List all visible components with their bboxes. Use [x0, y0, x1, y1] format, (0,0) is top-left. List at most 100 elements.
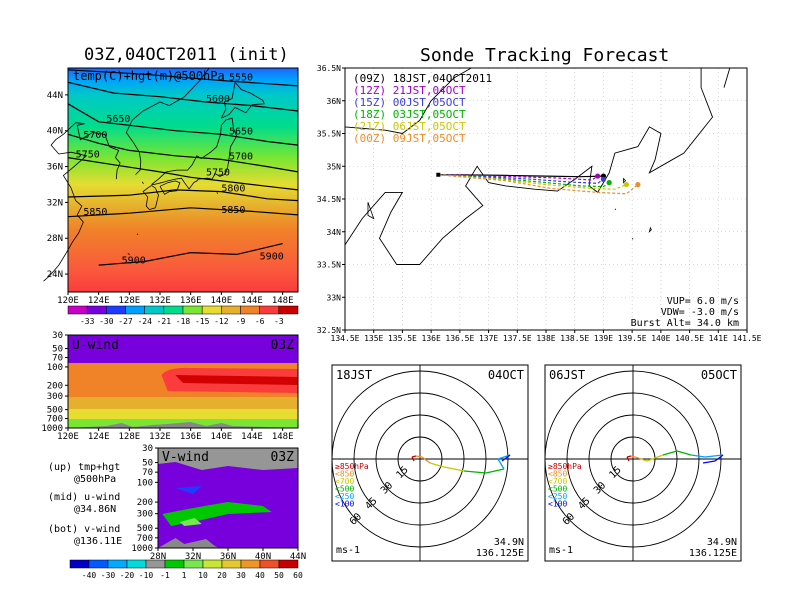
- coastline: [344, 67, 472, 134]
- x-tick-label: 148E: [272, 296, 294, 306]
- hodograph-frame: [544, 364, 742, 562]
- y-tick-label: 35N: [327, 162, 342, 171]
- launch-site: [436, 172, 441, 177]
- contour-label: 5750: [76, 150, 100, 161]
- sonde-track: [438, 174, 627, 190]
- hodograph-segment: [415, 455, 423, 458]
- y-tick-label: 300: [137, 510, 153, 520]
- height-contour: [67, 157, 299, 191]
- hodograph-segment: [626, 455, 632, 458]
- coastline: [220, 81, 265, 119]
- hodograph-lon: 136.125E: [689, 548, 737, 559]
- x-tick-label: 144E: [241, 296, 263, 306]
- sonde-landing-point: [600, 176, 607, 182]
- x-tick-label: 124E: [88, 296, 110, 306]
- x-tick-label: 136.5E: [445, 334, 474, 343]
- contour-label: 5650: [229, 126, 253, 137]
- x-tick-label: 120E: [57, 432, 79, 442]
- hodograph-segment: [497, 458, 505, 470]
- hodograph-unit: ms-1: [549, 545, 573, 556]
- right-panel-title: Sonde Tracking Forecast: [420, 45, 670, 66]
- hodograph-date: 04OCT: [488, 368, 524, 382]
- level-legend: <250: [335, 492, 354, 501]
- u-wind-frame: [67, 334, 299, 429]
- temp-map-subtitle: temp(C)+hgt(m)@500hPa: [73, 69, 225, 83]
- hodograph-segment: [429, 462, 445, 468]
- side-note-mid: (mid) u-wind @34.86N: [48, 492, 120, 516]
- level-legend: <500: [548, 485, 567, 494]
- contour-label: 5750: [206, 168, 230, 179]
- x-tick-label: 137.5E: [503, 334, 532, 343]
- v-wind-pos2: [179, 518, 202, 526]
- contour-label: 5650: [106, 114, 130, 125]
- hodograph-lon: 136.125E: [476, 548, 524, 559]
- y-tick-label: 34N: [327, 228, 342, 237]
- level-legend: <100: [335, 500, 354, 509]
- x-tick-label: 134.5E: [331, 334, 360, 343]
- level-legend: <850: [335, 470, 354, 479]
- x-tick-label: 140E: [210, 296, 232, 306]
- x-tick-label: 120E: [57, 296, 79, 306]
- y-tick-label: 70: [52, 353, 63, 363]
- y-tick-label: 200: [47, 381, 63, 391]
- sonde-track: [438, 174, 639, 195]
- side-note-mid-line1: (mid) u-wind: [48, 492, 121, 503]
- y-tick-label: 500: [47, 406, 63, 416]
- hodograph-segment: [690, 454, 706, 458]
- v-wind-time: 03Z: [271, 450, 295, 465]
- y-tick-label: 36.5N: [317, 64, 341, 73]
- y-tick-label: 200: [137, 498, 153, 508]
- temp-map-frame: [67, 67, 299, 293]
- height-contour: [67, 133, 299, 173]
- legend-entry: (09Z) 18JST,04OCT2011: [353, 72, 492, 85]
- level-legend: <700: [335, 477, 354, 486]
- level-legend: ≥850hPa: [335, 462, 369, 471]
- y-tick-label: 35.5N: [317, 130, 341, 139]
- level-legend: ≥850hPa: [548, 462, 582, 471]
- y-tick-label: 700: [137, 534, 153, 544]
- x-tick-label: 132E: [149, 432, 171, 442]
- sonde-landing-point: [595, 173, 601, 179]
- hodograph-unit: ms-1: [336, 545, 360, 556]
- x-tick-label: 135E: [364, 334, 383, 343]
- coastline: [159, 180, 181, 195]
- y-tick-label: 50: [52, 345, 63, 355]
- y-tick-label: 34.5N: [317, 195, 341, 204]
- height-contour: [67, 207, 299, 218]
- u-wind-jet-max: [175, 375, 298, 385]
- sonde-landing-point: [623, 181, 630, 188]
- legend-entry: (00Z) 09JST,05OCT: [353, 132, 466, 145]
- contour-label: 5850: [83, 207, 107, 218]
- param-label: VUP= 6.0 m/s: [667, 296, 739, 307]
- x-tick-label: 148E: [272, 432, 294, 442]
- contour-label: 5700: [83, 130, 107, 141]
- y-tick-label: 50: [142, 459, 153, 469]
- legend-entry: (15Z) 00JST,05OCT: [353, 96, 466, 109]
- x-tick-label: 135.5E: [388, 334, 417, 343]
- x-tick-label: 124E: [88, 432, 110, 442]
- contour-label: 5900: [260, 252, 284, 263]
- hodograph-time: 06JST: [549, 368, 585, 382]
- x-tick-label: 136E: [180, 432, 202, 442]
- hodograph-lat: 34.9N: [494, 537, 524, 548]
- y-tick-label: 1000: [41, 424, 63, 434]
- height-contour: [67, 69, 299, 87]
- v-wind-neg: [175, 486, 202, 494]
- legend-entry: (18Z) 03JST,05OCT: [353, 108, 466, 121]
- island-awaji: [367, 202, 375, 220]
- height-contour: [67, 189, 299, 202]
- hodograph-segment: [704, 454, 724, 458]
- hodograph-segment: [421, 456, 431, 464]
- hodograph-segment: [411, 456, 415, 462]
- hodograph-segment: [630, 455, 636, 458]
- x-tick-label: 138E: [536, 334, 555, 343]
- hodograph-segment: [676, 450, 692, 456]
- x-tick-label: 139.5E: [618, 334, 647, 343]
- hodograph-segment: [497, 454, 511, 460]
- island-marks: [127, 181, 219, 255]
- x-tick-label: 136E: [180, 296, 202, 306]
- level-legend: <250: [548, 492, 567, 501]
- x-tick-label: 128E: [118, 432, 140, 442]
- y-tick-label: 30: [142, 444, 153, 454]
